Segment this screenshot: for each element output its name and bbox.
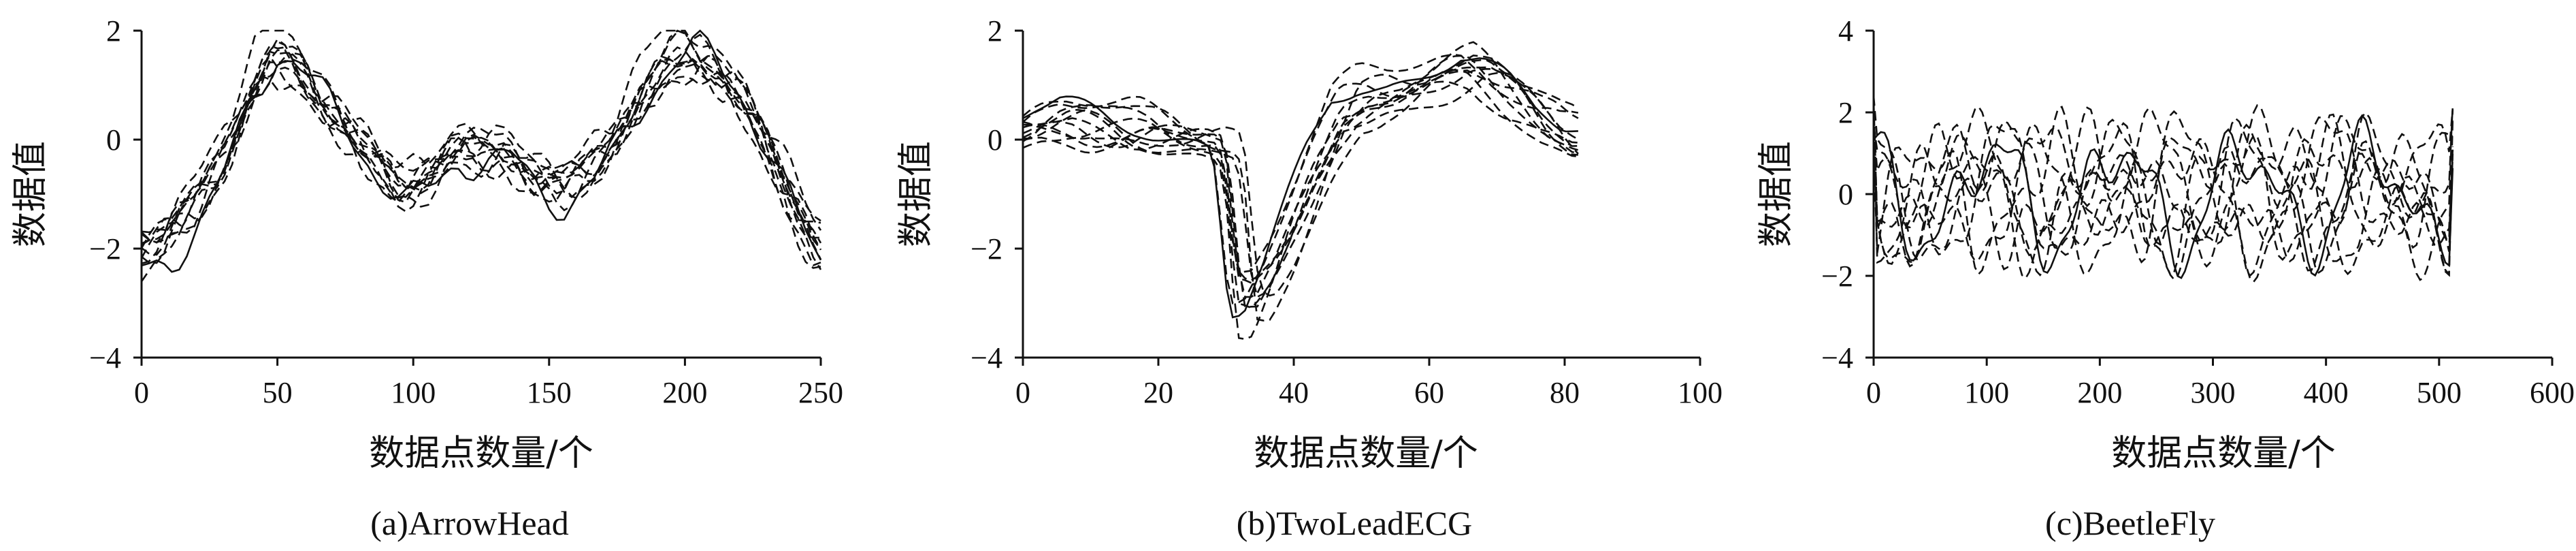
xlabel-beetlefly: 数据点数量/个 [2111,433,2336,474]
x-tick-label: 400 [2304,376,2349,409]
ylabel-arrowhead: 数据值 [10,141,51,247]
caption-beetlefly: (c)BeetleFly [2045,504,2215,542]
y-tick-label: 0 [1838,178,1853,211]
plot-area-arrowhead: 0 50 100 150 200 250 −4 −2 0 2 [89,14,843,409]
series-line-twoleadecg-11 [1022,66,1579,297]
x-tick-label: 50 [263,376,293,409]
series-line-twoleadecg-1 [1022,57,1578,319]
y-tick-label: 0 [988,123,1002,157]
y-tick-label: 4 [1838,14,1853,48]
series-line-twoleadecg-3 [1022,69,1579,274]
y-tick-label: −2 [1821,259,1853,293]
series-line-arrowhead-3 [141,33,822,236]
ylabel-beetlefly: 数据值 [1756,141,1797,247]
x-tick-label: 80 [1550,376,1580,409]
series-line-twoleadecg-10 [1022,54,1578,298]
x-tick-label: 100 [1678,376,1723,409]
xlabel-arrowhead: 数据点数量/个 [369,433,593,474]
plot-area-beetlefly: 0 100 200 300 400 500 600 −4 −2 0 2 4 [1821,14,2575,409]
x-tick-label: 100 [1964,376,2009,409]
y-tick-label: −4 [1821,341,1853,375]
series-group-beetlefly [1872,95,2454,283]
axis-frame-twoleadecg [1022,31,1700,359]
y-tick-label: −4 [971,341,1002,375]
x-tick-label: 0 [134,376,149,409]
y-tick-label: −2 [89,232,121,266]
caption-twoleadecg: (b)TwoLeadECG [1237,504,1472,542]
series-line-arrowhead-10 [141,29,821,267]
series-line-arrowhead-1 [141,29,822,273]
x-tick-label: 500 [2417,376,2462,409]
chart-arrowhead: 0 50 100 150 200 250 −4 −2 0 2 数据值 数据点数量/个 (a)Arr… [10,14,843,542]
chart-twoleadecg: 0 20 40 60 80 100 −4 −2 0 2 数据值 数据点数量/个 (b)TwoLea… [896,14,1723,542]
series-group-arrowhead [140,29,822,283]
series-line-beetlefly-5 [1872,95,2454,283]
series-line-beetlefly-4 [1872,101,2454,257]
chart-beetlefly: 0 100 200 300 400 500 600 −4 −2 0 2 4 数据值 数据点数量/个 (… [1756,14,2575,542]
plot-area-twoleadecg: 0 20 40 60 80 100 −4 −2 0 2 [971,14,1723,409]
series-line-arrowhead-5 [140,49,821,283]
series-line-arrowhead-11 [141,54,822,246]
series-line-twoleadecg-4 [1022,59,1579,322]
xlabel-twoleadecg: 数据点数量/个 [1254,433,1478,474]
series-line-beetlefly-6 [1872,104,2454,272]
x-tick-label: 300 [2191,376,2236,409]
series-line-twoleadecg-9 [1022,67,1578,341]
series-line-twoleadecg-12 [1022,41,1579,309]
series-line-arrowhead-9 [141,30,822,250]
series-line-beetlefly-10 [1872,110,2454,264]
x-tick-label: 0 [1866,376,1881,409]
series-line-twoleadecg-7 [1022,54,1579,304]
series-line-arrowhead-4 [140,37,821,249]
x-tick-label: 40 [1279,376,1309,409]
ylabel-twoleadecg: 数据值 [896,141,936,247]
x-tick-label: 200 [2077,376,2122,409]
y-tick-label: −2 [971,232,1002,266]
x-tick-label: 100 [391,376,436,409]
y-tick-label: −4 [89,341,121,375]
y-tick-label: 2 [1838,96,1853,129]
series-line-twoleadecg-2 [1022,69,1579,284]
series-line-beetlefly-9 [1872,105,2454,281]
x-tick-label: 600 [2530,376,2575,409]
series-line-twoleadecg-8 [1022,80,1578,309]
series-line-arrowhead-12 [141,54,821,245]
series-line-beetlefly-2 [1872,106,2453,277]
series-line-arrowhead-8 [141,29,822,270]
series-line-beetlefly-7 [1872,97,2454,277]
series-line-beetlefly-8 [1872,108,2454,280]
y-tick-label: 0 [106,123,121,157]
series-line-beetlefly-1 [1873,114,2454,279]
series-group-twoleadecg [1022,41,1579,341]
x-tick-label: 0 [1015,376,1030,409]
x-tick-label: 60 [1414,376,1444,409]
x-tick-label: 200 [662,376,707,409]
y-tick-label: 2 [988,14,1002,48]
x-tick-label: 250 [798,376,843,409]
series-line-twoleadecg-6 [1022,72,1579,298]
x-tick-label: 150 [527,376,572,409]
series-line-beetlefly-3 [1872,96,2454,277]
x-tick-label: 20 [1143,376,1173,409]
y-tick-label: 2 [106,14,121,48]
caption-arrowhead: (a)ArrowHead [370,504,569,542]
